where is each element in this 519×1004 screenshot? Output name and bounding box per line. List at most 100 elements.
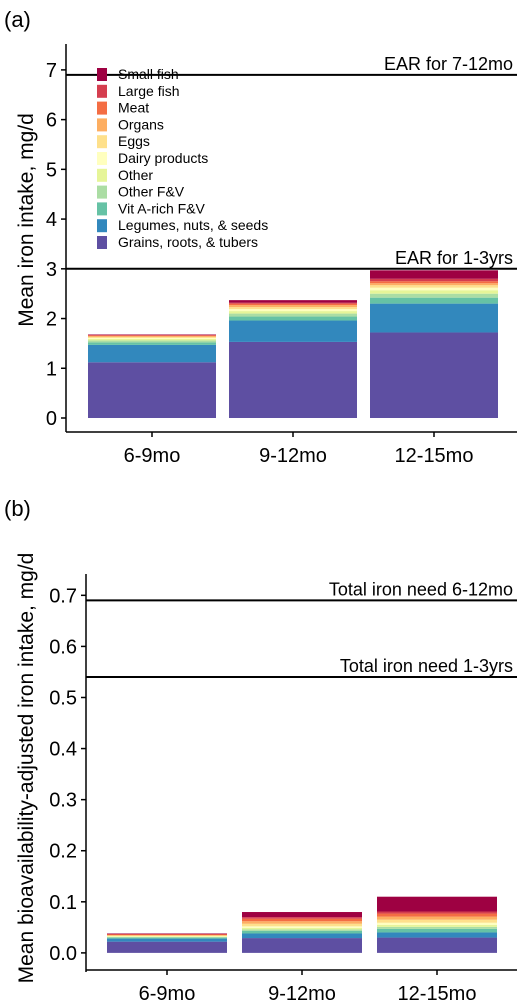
bar-6-9mo-grains-roots-tubers [107, 941, 227, 953]
legend-swatch-small-fish [97, 68, 107, 81]
bar-12-15mo-large-fish [370, 278, 498, 282]
reference-label-ear-for-1-3yrs: EAR for 1-3yrs [395, 248, 513, 268]
bar-12-15mo-meat [370, 281, 498, 284]
bar-9-12mo-eggs [242, 923, 362, 927]
bar-12-15mo-legumes-nuts-seeds [370, 303, 498, 333]
bar-9-12mo-dairy-products [242, 926, 362, 928]
bar-9-12mo-other [242, 927, 362, 930]
bar-6-9mo-dairy-products [107, 936, 227, 937]
reference-label-total-iron-need-6-12mo: Total iron need 6-12mo [329, 579, 513, 599]
bar-9-12mo-vit-a-rich-f-v [229, 316, 357, 321]
bar-12-15mo-other [370, 290, 498, 294]
bar-6-9mo-small-fish [107, 933, 227, 934]
legend-label-grains-roots-tubers: Grains, roots, & tubers [118, 234, 258, 250]
bar-9-12mo-other-f-v [229, 313, 357, 317]
bar-12-15mo-eggs [370, 285, 498, 288]
legend-label-large-fish: Large fish [118, 83, 179, 99]
x-tick-label-6-9mo: 6-9mo [139, 983, 196, 1004]
reference-label-total-iron-need-1-3yrs: Total iron need 1-3yrs [340, 656, 513, 676]
legend-label-legumes-nuts-seeds: Legumes, nuts, & seeds [118, 217, 268, 233]
bar-9-12mo-organs [242, 921, 362, 924]
bar-12-15mo-small-fish [377, 896, 497, 912]
bar-12-15mo-meat [377, 913, 497, 917]
legend-swatch-other-f-v [97, 185, 107, 199]
bar-9-12mo-organs [229, 305, 357, 308]
bar-9-12mo-vit-a-rich-f-v [242, 930, 362, 934]
legend-swatch-other [97, 168, 107, 182]
panel-b-y-axis: 0.0 0.1 0.2 0.3 0.4 0.5 0.6 0.7 [49, 574, 87, 972]
legend-swatch-eggs [97, 135, 107, 149]
legend-swatch-large-fish [97, 84, 107, 98]
y-tick-label: 0.6 [49, 636, 77, 658]
panel-b-x-axis: 6-9mo 9-12mo 12-15mo [86, 969, 517, 1004]
legend-label-small-fish: Small fish [118, 66, 179, 82]
y-tick-label: 1 [46, 358, 57, 380]
panel-a-label: (a) [4, 7, 31, 32]
legend-label-eggs: Eggs [118, 133, 150, 149]
bar-12-15mo-eggs [377, 919, 497, 923]
panel-b: (b) Mean bioavailability-adjusted iron i… [4, 496, 517, 1004]
y-tick-label: 7 [46, 60, 57, 82]
bar-6-9mo-large-fish [107, 933, 227, 935]
bar-9-12mo-large-fish [242, 917, 362, 919]
bar-12-15mo-other [377, 924, 497, 927]
bar-12-15mo-legumes-nuts-seeds [377, 932, 497, 938]
bar-6-9mo-organs [88, 335, 216, 337]
y-tick-label: 3 [46, 259, 57, 281]
y-tick-label: 0.0 [49, 943, 77, 965]
panel-b-label: (b) [4, 496, 31, 521]
x-tick-label-6-9mo: 6-9mo [124, 445, 181, 467]
bar-12-15mo-vit-a-rich-f-v [370, 297, 498, 304]
bar-9-12mo-legumes-nuts-seeds [242, 933, 362, 939]
bar-6-9mo-meat [107, 934, 227, 936]
bar-12-15mo-small-fish [370, 270, 498, 279]
bar-9-12mo-other-f-v [242, 929, 362, 931]
bar-9-12mo-small-fish [229, 300, 357, 303]
bar-12-15mo-organs [377, 916, 497, 920]
x-tick-label-12-15mo: 12-15mo [398, 983, 477, 1004]
bar-12-15mo-dairy-products [370, 287, 498, 291]
panel-b-reference-lines: Total iron need 6-12mo Total iron need 1-… [86, 579, 517, 679]
bar-9-12mo-grains-roots-tubers [242, 938, 362, 953]
legend-label-dairy-products: Dairy products [118, 150, 208, 166]
bar-12-15mo-vit-a-rich-f-v [377, 928, 497, 933]
bar-6-9mo-dairy-products [88, 337, 216, 339]
y-tick-label: 0.3 [49, 790, 77, 812]
legend-label-vit-a-rich-f-v: Vit A-rich F&V [118, 200, 206, 216]
legend-swatch-meat [97, 101, 107, 115]
y-tick-label: 2 [46, 309, 57, 331]
x-tick-label-9-12mo: 9-12mo [268, 983, 336, 1004]
y-tick-label: 5 [46, 159, 57, 181]
bar-12-15mo-dairy-products [377, 922, 497, 925]
bar-12-15mo-other-f-v [370, 293, 498, 298]
bar-9-12mo-large-fish [229, 302, 357, 304]
bar-12-15mo-large-fish [377, 911, 497, 914]
y-tick-label: 0.4 [49, 739, 77, 761]
bar-6-9mo-grains-roots-tubers [88, 362, 216, 418]
legend-label-other-f-v: Other F&V [118, 184, 185, 200]
panel-a-y-axis-title: Mean iron intake, mg/d [15, 113, 38, 327]
bar-12-15mo-grains-roots-tubers [370, 332, 498, 418]
bar-9-12mo-meat [229, 303, 357, 306]
panel-a-bars [88, 270, 498, 418]
bar-6-9mo-eggs [107, 935, 227, 937]
bar-6-9mo-eggs [88, 336, 216, 338]
bar-6-9mo-legumes-nuts-seeds [107, 938, 227, 942]
y-tick-label: 6 [46, 110, 57, 132]
bar-6-9mo-other-f-v [107, 937, 227, 938]
bar-6-9mo-organs [107, 935, 227, 936]
bar-6-9mo-vit-a-rich-f-v [107, 937, 227, 939]
x-tick-label-9-12mo: 9-12mo [259, 445, 327, 467]
y-tick-label: 0.2 [49, 841, 77, 863]
bar-9-12mo-dairy-products [229, 309, 357, 312]
bar-9-12mo-legumes-nuts-seeds [229, 320, 357, 342]
bar-9-12mo-meat [242, 918, 362, 922]
y-tick-label: 0 [46, 408, 57, 430]
y-tick-label: 0.7 [49, 585, 77, 607]
bar-9-12mo-small-fish [242, 912, 362, 918]
y-tick-label: 0.5 [49, 687, 77, 709]
bar-9-12mo-grains-roots-tubers [229, 341, 357, 418]
bar-9-12mo-eggs [229, 307, 357, 310]
